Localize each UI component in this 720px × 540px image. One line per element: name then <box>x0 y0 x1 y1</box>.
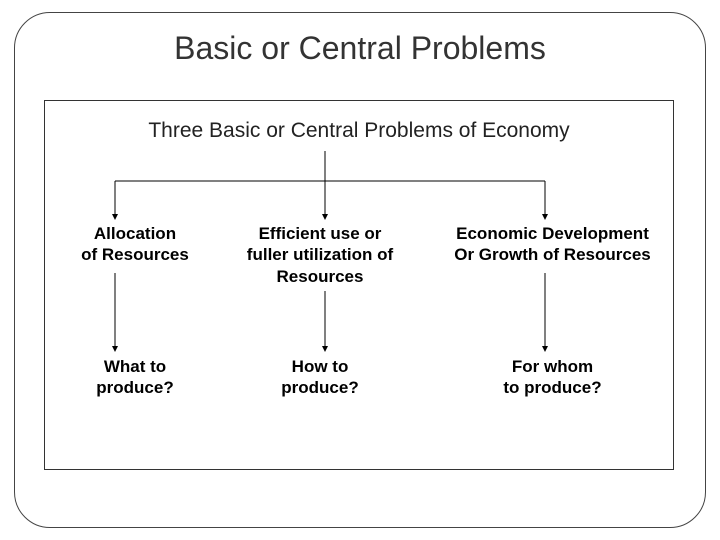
node-how-to-produce: How toproduce? <box>255 356 385 399</box>
slide-title: Basic or Central Problems <box>0 30 720 67</box>
sub-heading: Three Basic or Central Problems of Econo… <box>45 119 673 143</box>
node-economic-dev: Economic DevelopmentOr Growth of Resourc… <box>435 223 670 266</box>
node-for-whom: For whomto produce? <box>470 356 635 399</box>
node-what-to-produce: What toproduce? <box>75 356 195 399</box>
node-allocation: Allocationof Resources <box>65 223 205 266</box>
diagram-container: Three Basic or Central Problems of Econo… <box>44 100 674 470</box>
node-efficient-use: Efficient use orfuller utilization ofRes… <box>220 223 420 287</box>
